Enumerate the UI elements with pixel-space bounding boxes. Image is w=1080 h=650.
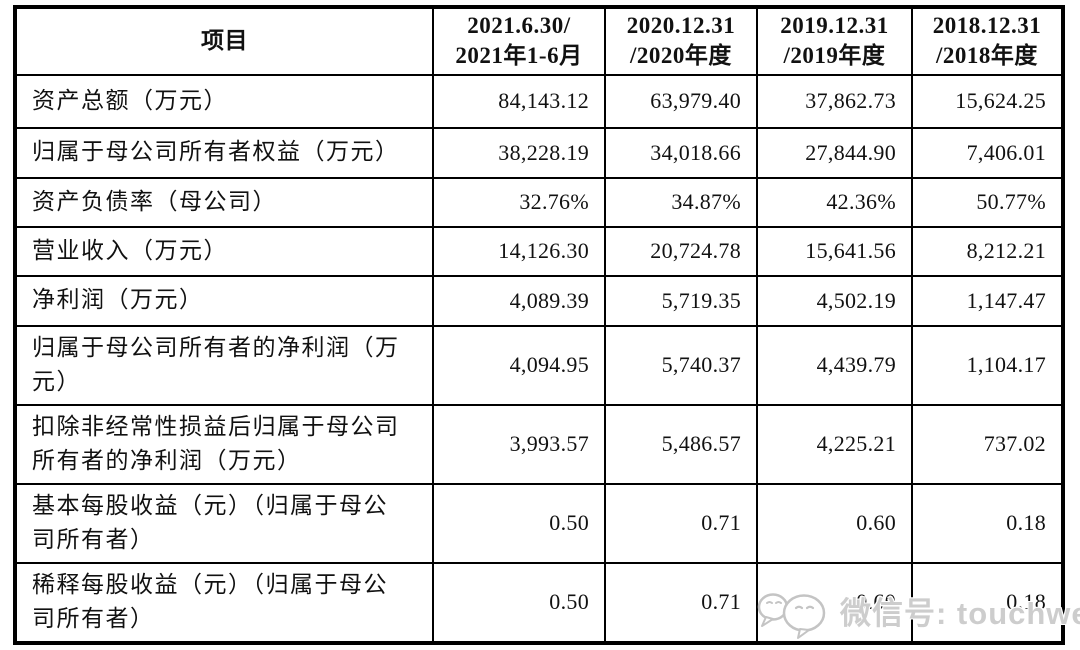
wechat-id-text: 微信号: touchweb [840, 595, 1080, 631]
table-row: 基本每股收益（元）（归属于母公 司所有者） 0.50 0.71 0.60 0.1… [14, 482, 1064, 564]
value-cell: 0.50 [432, 482, 606, 564]
value-cell: 38,228.19 [432, 126, 606, 179]
value-cell: 4,094.95 [432, 324, 606, 406]
value-cell: 4,089.39 [432, 274, 606, 327]
value-cell: 37,862.73 [756, 73, 913, 129]
value-cell: 5,719.35 [604, 274, 758, 327]
value-cell: 32.76% [432, 176, 606, 228]
value-cell: 1,104.17 [911, 324, 1064, 406]
value-cell: 4,225.21 [756, 403, 913, 485]
row-label-deducted-net-profit: 扣除非经常性损益后归属于母公司 所有者的净利润（万元） [14, 403, 434, 485]
value-cell: 3,993.57 [432, 403, 606, 485]
header-cell-period-2019: 2019.12.31 /2019年度 [756, 6, 913, 76]
table-row: 扣除非经常性损益后归属于母公司 所有者的净利润（万元） 3,993.57 5,4… [14, 403, 1064, 485]
table-header-row: 项目 2021.6.30/ 2021年1-6月 2020.12.31 /2020… [14, 6, 1064, 76]
value-cell: 34.87% [604, 176, 758, 228]
value-cell: 737.02 [911, 403, 1064, 485]
value-cell: 8,212.21 [911, 225, 1064, 277]
table-row: 净利润（万元） 4,089.39 5,719.35 4,502.19 1,147… [14, 274, 1064, 327]
value-cell: 0.71 [604, 482, 758, 564]
value-cell: 50.77% [911, 176, 1064, 228]
value-cell: 4,439.79 [756, 324, 913, 406]
value-cell: 4,502.19 [756, 274, 913, 327]
table-row: 稀释每股收益（元）（归属于母公 司所有者） 0.50 0.71 0.60 0.1… [14, 561, 1064, 644]
value-cell: 5,486.57 [604, 403, 758, 485]
financial-summary-table: 项目 2021.6.30/ 2021年1-6月 2020.12.31 /2020… [13, 5, 1065, 645]
row-label-revenue: 营业收入（万元） [14, 225, 434, 277]
wechat-watermark: 微信号: touchweb [756, 580, 1080, 640]
row-label-basic-eps: 基本每股收益（元）（归属于母公 司所有者） [14, 482, 434, 564]
value-cell: 27,844.90 [756, 126, 913, 179]
value-cell: 63,979.40 [604, 73, 758, 129]
value-cell: 7,406.01 [911, 126, 1064, 179]
row-label-debt-ratio: 资产负债率（母公司） [14, 176, 434, 228]
value-cell: 15,624.25 [911, 73, 1064, 129]
value-cell: 0.50 [432, 561, 606, 644]
value-cell: 84,143.12 [432, 73, 606, 129]
value-cell: 1,147.47 [911, 274, 1064, 327]
table-row: 资产总额（万元） 84,143.12 63,979.40 37,862.73 1… [14, 73, 1064, 129]
row-label-parent-net-profit: 归属于母公司所有者的净利润（万 元） [14, 324, 434, 406]
value-cell: 0.18 [911, 482, 1064, 564]
header-cell-period-2018: 2018.12.31 /2018年度 [911, 6, 1064, 76]
table-row: 归属于母公司所有者的净利润（万 元） 4,094.95 5,740.37 4,4… [14, 324, 1064, 406]
header-cell-period-2020: 2020.12.31 /2020年度 [604, 6, 758, 76]
row-label-parent-equity: 归属于母公司所有者权益（万元） [14, 126, 434, 179]
value-cell: 0.60 [756, 482, 913, 564]
table-row: 营业收入（万元） 14,126.30 20,724.78 15,641.56 8… [14, 225, 1064, 277]
header-cell-item: 项目 [14, 6, 434, 76]
value-cell: 15,641.56 [756, 225, 913, 277]
row-label-diluted-eps: 稀释每股收益（元）（归属于母公 司所有者） [14, 561, 434, 644]
table-row: 资产负债率（母公司） 32.76% 34.87% 42.36% 50.77% [14, 176, 1064, 228]
value-cell: 5,740.37 [604, 324, 758, 406]
table-row: 归属于母公司所有者权益（万元） 38,228.19 34,018.66 27,8… [14, 126, 1064, 179]
row-label-total-assets: 资产总额（万元） [14, 73, 434, 129]
row-label-net-profit: 净利润（万元） [14, 274, 434, 327]
value-cell: 20,724.78 [604, 225, 758, 277]
value-cell: 0.18 [911, 561, 1064, 644]
value-cell: 14,126.30 [432, 225, 606, 277]
header-cell-period-2021: 2021.6.30/ 2021年1-6月 [432, 6, 606, 76]
wechat-icon [757, 593, 826, 639]
value-cell: 0.71 [604, 561, 758, 644]
value-cell: 42.36% [756, 176, 913, 228]
value-cell: 34,018.66 [604, 126, 758, 179]
